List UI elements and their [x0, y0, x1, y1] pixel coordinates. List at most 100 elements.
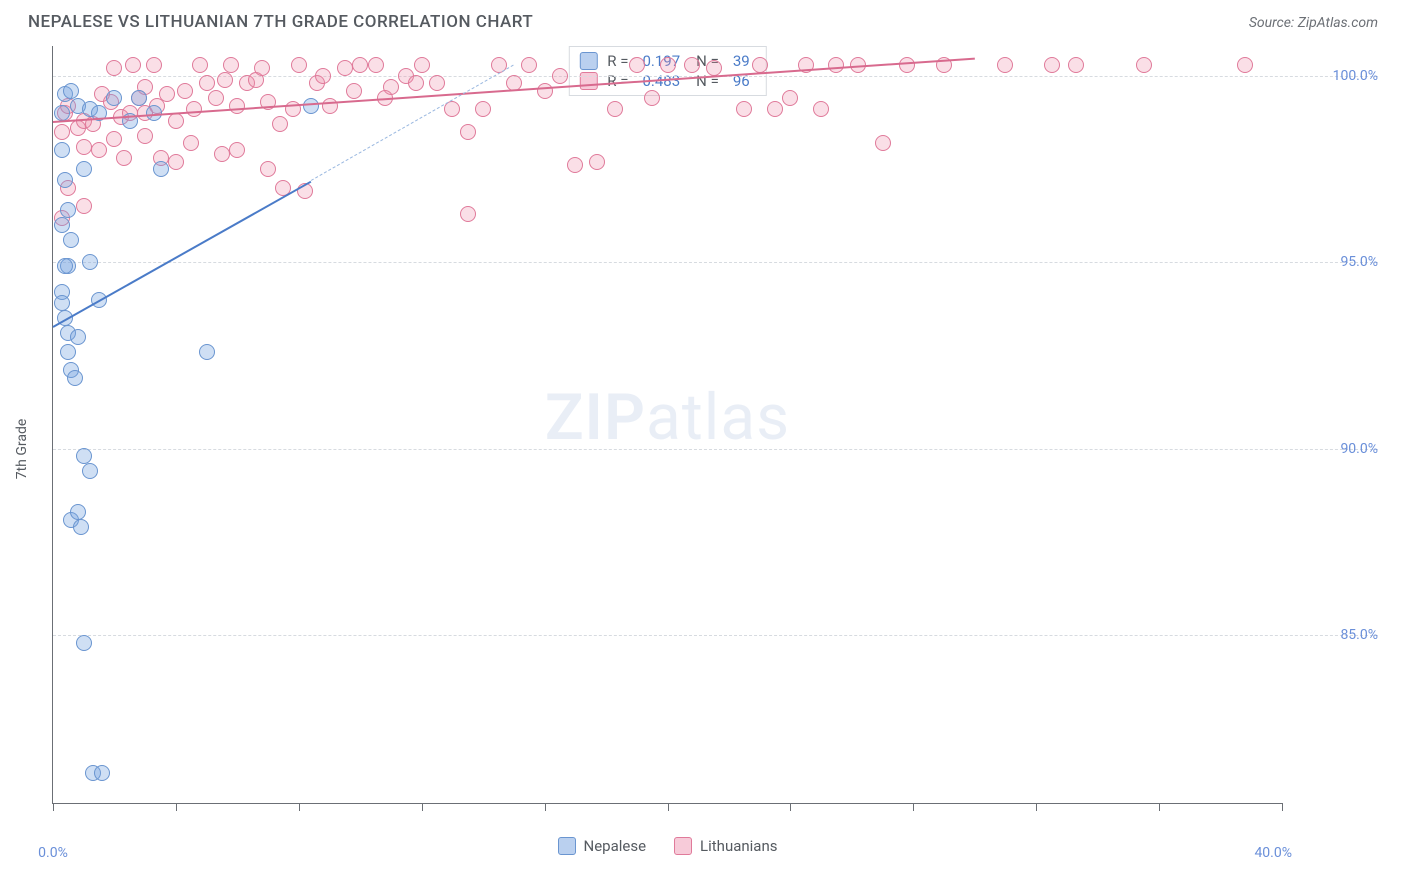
- point-lithuanians: [208, 90, 224, 106]
- point-lithuanians: [567, 157, 583, 173]
- point-lithuanians: [346, 83, 362, 99]
- point-lithuanians: [159, 86, 175, 102]
- swatch-pink-icon: [579, 72, 597, 90]
- scatter-plot-area: ZIPatlas R = 0.197 N = 39 R = 0.483 N = …: [52, 46, 1282, 804]
- watermark: ZIPatlas: [545, 380, 790, 455]
- x-tick: [1036, 803, 1037, 811]
- point-lithuanians: [828, 57, 844, 73]
- point-lithuanians: [106, 131, 122, 147]
- point-lithuanians: [475, 101, 491, 117]
- point-nepalese: [82, 254, 98, 270]
- point-lithuanians: [684, 57, 700, 73]
- point-nepalese: [76, 448, 92, 464]
- swatch-pink-icon: [674, 837, 692, 855]
- point-nepalese: [57, 172, 73, 188]
- x-tick: [913, 803, 914, 811]
- point-nepalese: [303, 98, 319, 114]
- point-lithuanians: [1237, 57, 1253, 73]
- point-nepalese: [106, 90, 122, 106]
- point-lithuanians: [629, 57, 645, 73]
- y-tick-label: 90.0%: [1288, 441, 1378, 457]
- point-nepalese: [76, 161, 92, 177]
- point-lithuanians: [291, 57, 307, 73]
- point-lithuanians: [76, 139, 92, 155]
- x-tick: [1159, 803, 1160, 811]
- point-lithuanians: [106, 60, 122, 76]
- point-nepalese: [82, 463, 98, 479]
- point-lithuanians: [137, 128, 153, 144]
- point-lithuanians: [1044, 57, 1060, 73]
- point-nepalese: [94, 765, 110, 781]
- point-nepalese: [73, 519, 89, 535]
- point-lithuanians: [444, 101, 460, 117]
- point-lithuanians: [199, 75, 215, 91]
- point-lithuanians: [146, 57, 162, 73]
- swatch-blue-icon: [558, 837, 576, 855]
- point-nepalese: [153, 161, 169, 177]
- point-lithuanians: [125, 57, 141, 73]
- point-lithuanians: [192, 57, 208, 73]
- gridline: [53, 449, 1378, 450]
- point-lithuanians: [644, 90, 660, 106]
- point-lithuanians: [116, 150, 132, 166]
- point-nepalese: [60, 344, 76, 360]
- point-lithuanians: [899, 57, 915, 73]
- point-nepalese: [63, 232, 79, 248]
- point-lithuanians: [322, 98, 338, 114]
- point-lithuanians: [782, 90, 798, 106]
- point-nepalese: [76, 635, 92, 651]
- point-lithuanians: [168, 154, 184, 170]
- point-lithuanians: [76, 198, 92, 214]
- source-attribution: Source: ZipAtlas.com: [1249, 15, 1378, 31]
- point-nepalese: [67, 370, 83, 386]
- point-lithuanians: [460, 206, 476, 222]
- y-tick-label: 85.0%: [1288, 627, 1378, 643]
- point-nepalese: [70, 504, 86, 520]
- point-nepalese: [54, 217, 70, 233]
- chart-title: NEPALESE VS LITHUANIAN 7TH GRADE CORRELA…: [28, 12, 533, 32]
- point-lithuanians: [752, 57, 768, 73]
- legend-item-lithuanians: Lithuanians: [674, 837, 777, 855]
- point-lithuanians: [1068, 57, 1084, 73]
- point-lithuanians: [54, 124, 70, 140]
- y-tick-label: 100.0%: [1288, 68, 1378, 84]
- point-lithuanians: [217, 72, 233, 88]
- point-lithuanians: [660, 57, 676, 73]
- x-tick: [545, 803, 546, 811]
- gridline: [53, 635, 1378, 636]
- point-nepalese: [57, 258, 73, 274]
- gridline: [53, 262, 1378, 263]
- x-tick: [422, 803, 423, 811]
- point-lithuanians: [813, 101, 829, 117]
- point-lithuanians: [91, 142, 107, 158]
- point-nepalese: [131, 90, 147, 106]
- y-tick-label: 95.0%: [1288, 254, 1378, 270]
- x-tick: [790, 803, 791, 811]
- point-lithuanians: [315, 68, 331, 84]
- point-lithuanians: [186, 101, 202, 117]
- point-lithuanians: [997, 57, 1013, 73]
- legend-item-nepalese: Nepalese: [558, 837, 647, 855]
- x-tick: [299, 803, 300, 811]
- x-axis-min-label: 0.0%: [38, 845, 68, 861]
- point-lithuanians: [260, 161, 276, 177]
- point-lithuanians: [408, 75, 424, 91]
- point-lithuanians: [537, 83, 553, 99]
- x-tick: [176, 803, 177, 811]
- point-lithuanians: [229, 98, 245, 114]
- point-lithuanians: [607, 101, 623, 117]
- point-lithuanians: [460, 124, 476, 140]
- point-lithuanians: [223, 57, 239, 73]
- point-nepalese: [60, 202, 76, 218]
- point-lithuanians: [589, 154, 605, 170]
- y-axis-label: 7th Grade: [14, 419, 30, 480]
- point-nepalese: [199, 344, 215, 360]
- x-tick: [1282, 803, 1283, 811]
- x-tick: [668, 803, 669, 811]
- point-lithuanians: [368, 57, 384, 73]
- x-tick: [53, 803, 54, 811]
- point-lithuanians: [429, 75, 445, 91]
- point-lithuanians: [706, 60, 722, 76]
- point-lithuanians: [521, 57, 537, 73]
- point-nepalese: [54, 295, 70, 311]
